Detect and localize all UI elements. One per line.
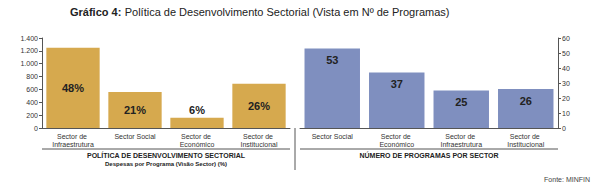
svg-text:50: 50 [562, 50, 570, 57]
svg-text:21%: 21% [124, 104, 146, 116]
svg-text:Institucional: Institucional [241, 141, 278, 148]
svg-text:Económico: Económico [180, 141, 215, 148]
svg-text:Fonte: MINFIN: Fonte: MINFIN [544, 176, 590, 183]
svg-text:400: 400 [26, 99, 38, 106]
svg-text:26: 26 [520, 95, 532, 107]
svg-text:37: 37 [391, 78, 403, 90]
svg-text:NÚMERO DE PROGRAMAS POR SECTOR: NÚMERO DE PROGRAMAS POR SECTOR [359, 151, 498, 159]
svg-text:Sector de: Sector de [445, 133, 477, 140]
svg-text:40: 40 [562, 65, 570, 72]
svg-text:Sector de: Sector de [510, 133, 542, 140]
svg-text:25: 25 [455, 96, 467, 108]
svg-text:30: 30 [562, 80, 570, 87]
svg-text:53: 53 [326, 54, 338, 66]
svg-text:Sector de: Sector de [181, 133, 213, 140]
svg-text:10: 10 [562, 110, 570, 117]
svg-text:1.200: 1.200 [20, 47, 38, 54]
svg-text:Infraestrutura: Infraestrutura [52, 141, 94, 148]
svg-text:Sector de: Sector de [57, 133, 89, 140]
svg-text:Económico: Económico [379, 141, 414, 148]
svg-text:20: 20 [562, 95, 570, 102]
svg-text:1.000: 1.000 [20, 60, 38, 67]
svg-text:60: 60 [562, 35, 570, 42]
svg-text:Sector Social: Sector Social [114, 133, 156, 140]
svg-text:Política de Desenvolvimento Se: Política de Desenvolvimento Sectorial (V… [125, 6, 450, 18]
svg-text:0: 0 [34, 125, 38, 132]
svg-text:800: 800 [26, 73, 38, 80]
svg-text:0: 0 [562, 125, 566, 132]
svg-text:1.400: 1.400 [20, 35, 38, 42]
svg-text:Sector de: Sector de [243, 133, 275, 140]
svg-text:48%: 48% [62, 82, 84, 94]
svg-text:Despesas por Programa (Visão S: Despesas por Programa (Visão Sector) (%) [105, 161, 227, 167]
svg-text:26%: 26% [248, 100, 270, 112]
svg-text:POLÍTICA DE DESENVOLVIMENTO SE: POLÍTICA DE DESENVOLVIMENTO SECTORIAL [87, 151, 246, 159]
svg-text:Infraestrutura: Infraestrutura [440, 141, 482, 148]
svg-text:Institucional: Institucional [507, 141, 544, 148]
svg-text:Gráfico 4:: Gráfico 4: [70, 6, 121, 18]
svg-text:Sector de: Sector de [381, 133, 413, 140]
svg-text:200: 200 [26, 112, 38, 119]
svg-text:600: 600 [26, 86, 38, 93]
svg-text:Sector Social: Sector Social [312, 133, 354, 140]
svg-text:6%: 6% [189, 104, 205, 116]
